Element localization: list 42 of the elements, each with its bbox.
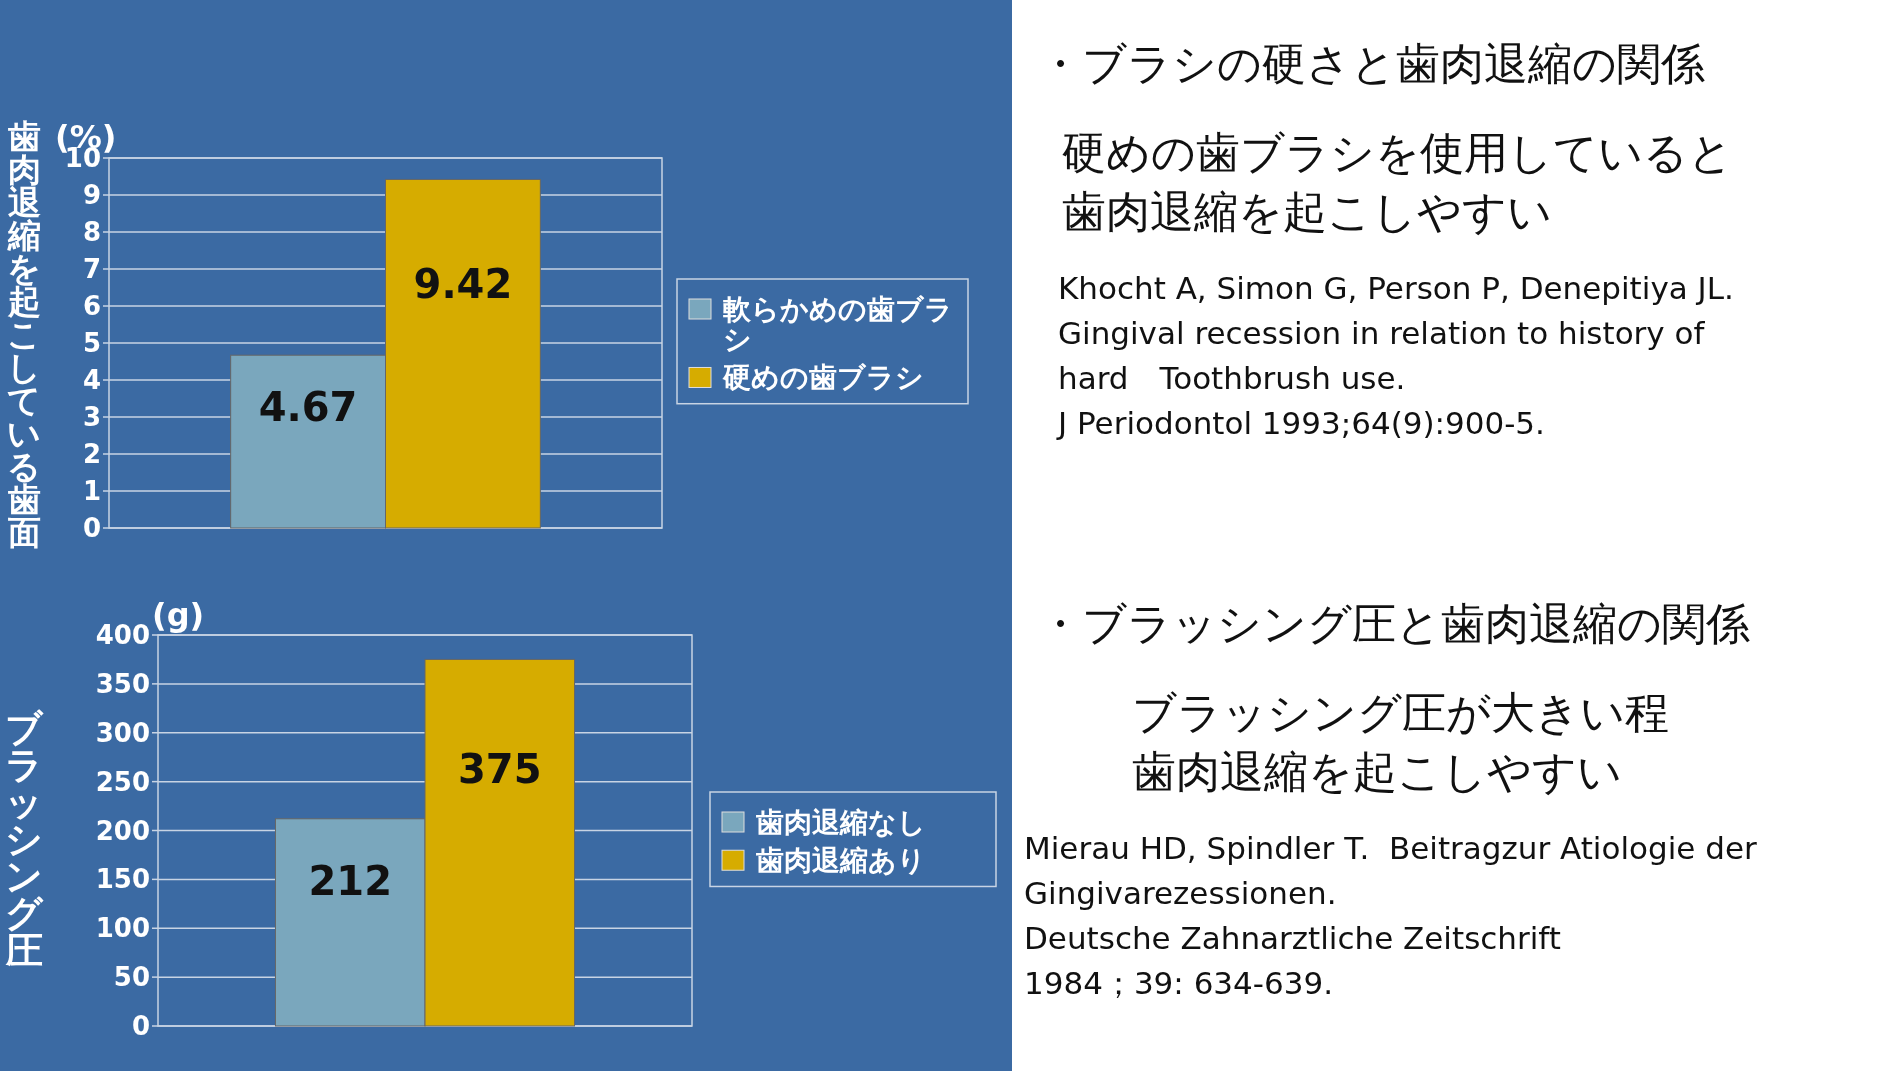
legend-label: 歯肉退縮あり bbox=[755, 844, 926, 878]
text: (g) bbox=[152, 596, 205, 634]
y-tick-label: 7 bbox=[82, 254, 101, 284]
y-tick-label: 0 bbox=[82, 513, 101, 543]
y-tick-label: 4 bbox=[82, 365, 101, 395]
text: ・ブラシの硬さと歯肉退縮の関係 bbox=[1038, 37, 1706, 91]
text: Gingivarezessionen. bbox=[1024, 875, 1337, 911]
text: Gingival recession in relation to history of bbox=[1058, 315, 1705, 351]
y-tick-label: 8 bbox=[82, 217, 101, 247]
y-tick-label: 100 bbox=[95, 913, 150, 944]
y-tick-label: 9 bbox=[82, 180, 101, 210]
text: 硬めの歯ブラシを使用していると歯肉退縮を起こしやすい bbox=[1062, 126, 1734, 239]
legend-label: 硬めの歯ブラシ bbox=[722, 361, 924, 395]
text: Khocht A, Simon G, Person P, Denepitiya JL. bbox=[1058, 270, 1734, 306]
legend-label: 歯肉退縮なし bbox=[755, 806, 926, 839]
y-tick-label: 400 bbox=[95, 620, 150, 650]
y-tick-label: 250 bbox=[95, 766, 150, 797]
y-tick-label: 5 bbox=[82, 328, 101, 358]
text: Mierau HD, Spindler T. Beitragzur Atiologie der bbox=[1024, 830, 1757, 866]
y-tick-label: 2 bbox=[82, 439, 101, 469]
data-label: 212 bbox=[308, 857, 392, 904]
y-tick-label: 0 bbox=[131, 1011, 150, 1041]
y-tick-label: 50 bbox=[113, 962, 150, 993]
y-tick-label: 350 bbox=[95, 668, 150, 699]
text: 1984；39: 634-639. bbox=[1024, 965, 1334, 1001]
text: Deutsche Zahnarztliche Zeitschrift bbox=[1024, 920, 1561, 956]
data-label: 4.67 bbox=[258, 384, 358, 431]
y-axis-title: ブラッシング圧 bbox=[4, 707, 44, 973]
y-tick-label: 1 bbox=[82, 476, 101, 506]
legend-label: 軟らかめの歯ブラシ bbox=[723, 293, 953, 357]
data-label: 375 bbox=[458, 746, 542, 793]
y-tick-label: 3 bbox=[82, 402, 101, 432]
y-tick-label: 200 bbox=[95, 815, 150, 846]
text: ブラッシング圧が大きい程歯肉退縮を起こしやすい bbox=[1132, 686, 1670, 799]
y-tick-label: 150 bbox=[95, 864, 150, 895]
text: J Periodontol 1993;64(9):900-5. bbox=[1058, 405, 1545, 441]
text: 歯肉退縮を起こしている歯面 bbox=[7, 117, 41, 553]
text: ・ブラッシング圧と歯肉退縮の関係 bbox=[1038, 597, 1751, 651]
y-tick-label: 6 bbox=[82, 291, 101, 321]
text: hard Toothbrush use. bbox=[1058, 360, 1406, 396]
y-tick-label: 300 bbox=[95, 717, 150, 748]
data-label: 9.42 bbox=[413, 261, 513, 308]
